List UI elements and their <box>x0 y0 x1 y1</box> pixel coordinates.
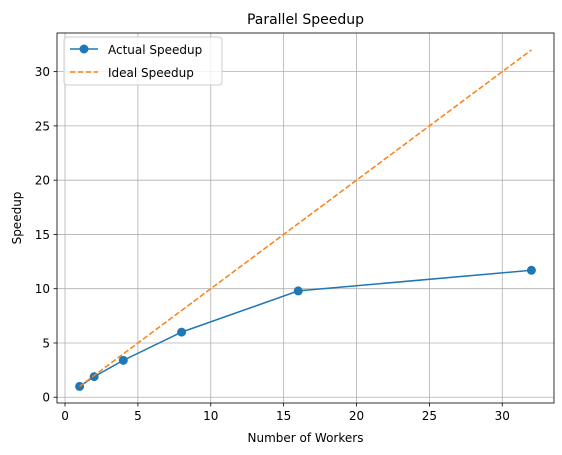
data-point-actual-speedup <box>90 372 99 381</box>
x-tick-label: 30 <box>495 409 510 423</box>
y-tick-label: 20 <box>35 174 50 188</box>
y-tick-label: 0 <box>42 391 50 405</box>
y-axis-title: Speedup <box>10 192 24 245</box>
x-tick-label: 25 <box>422 409 437 423</box>
x-tick-label: 15 <box>276 409 291 423</box>
legend-label-actual: Actual Speedup <box>108 43 202 57</box>
data-point-actual-speedup <box>177 328 186 337</box>
x-tick-label: 5 <box>134 409 142 423</box>
y-tick-label: 15 <box>35 228 50 242</box>
chart-title: Parallel Speedup <box>247 12 364 28</box>
x-tick-label: 20 <box>349 409 364 423</box>
data-point-actual-speedup <box>527 266 536 275</box>
legend-marker-actual <box>80 45 89 54</box>
data-point-actual-speedup <box>294 286 303 295</box>
y-tick-label: 30 <box>35 65 50 79</box>
x-tick-label: 0 <box>61 409 69 423</box>
x-tick-label: 10 <box>203 409 218 423</box>
x-axis-title: Number of Workers <box>248 431 364 445</box>
legend: Actual Speedup Ideal Speedup <box>64 37 222 85</box>
data-point-actual-speedup <box>119 356 128 365</box>
y-tick-label: 5 <box>42 336 50 350</box>
y-tick-label: 25 <box>35 119 50 133</box>
legend-label-ideal: Ideal Speedup <box>108 66 194 80</box>
y-tick-label: 10 <box>35 282 50 296</box>
